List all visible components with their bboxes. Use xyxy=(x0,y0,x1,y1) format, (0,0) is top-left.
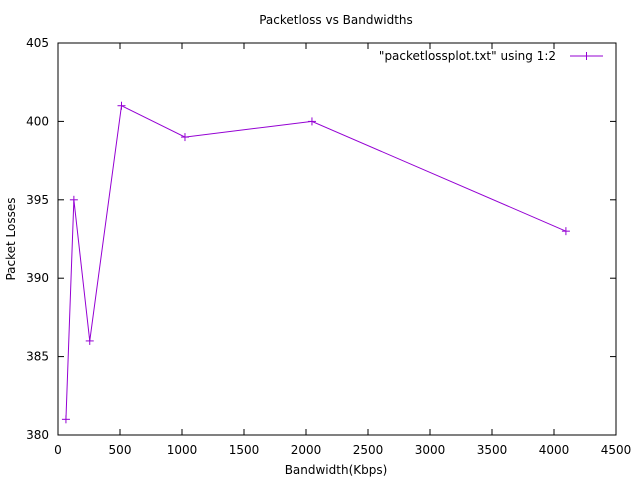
x-tick-label: 1000 xyxy=(167,443,198,457)
y-tick-label: 400 xyxy=(26,114,49,128)
data-point xyxy=(61,415,70,424)
data-point xyxy=(117,101,126,110)
y-tick-label: 390 xyxy=(26,271,49,285)
x-tick-label: 0 xyxy=(54,443,62,457)
legend-label: "packetlossplot.txt" using 1:2 xyxy=(379,49,556,63)
y-tick-label: 395 xyxy=(26,193,49,207)
series-layer xyxy=(61,101,570,424)
x-tick-label: 4000 xyxy=(539,443,570,457)
x-tick-label: 1500 xyxy=(229,443,260,457)
x-tick-label: 2500 xyxy=(353,443,384,457)
x-axis: 0 500 1000 1500 2000 2500 3000 3500 4000 4500 xyxy=(54,43,631,457)
legend-marker-plus xyxy=(582,52,591,60)
x-tick-label: 2000 xyxy=(291,443,322,457)
data-point xyxy=(561,227,570,236)
plot-frame xyxy=(57,42,617,436)
x-axis-label: Bandwidth(Kbps) xyxy=(285,463,388,477)
legend-marker xyxy=(582,52,591,60)
chart-title: Packetloss vs Bandwidths xyxy=(259,13,413,27)
x-tick-label: 500 xyxy=(109,443,132,457)
x-tick-label: 3000 xyxy=(415,443,446,457)
x-tick-label: 4500 xyxy=(601,443,632,457)
y-tick-label: 405 xyxy=(26,36,49,50)
data-point xyxy=(180,133,189,142)
legend: "packetlossplot.txt" using 1:2 xyxy=(379,49,603,63)
data-point xyxy=(85,336,94,345)
y-tick-label: 385 xyxy=(26,350,49,364)
data-point xyxy=(69,195,78,204)
y-axis: 380 385 390 395 400 405 xyxy=(26,36,616,442)
y-axis-label: Packet Losses xyxy=(4,197,18,280)
x-tick-label: 3500 xyxy=(477,443,508,457)
y-tick-label: 380 xyxy=(26,428,49,442)
data-point xyxy=(307,117,316,126)
